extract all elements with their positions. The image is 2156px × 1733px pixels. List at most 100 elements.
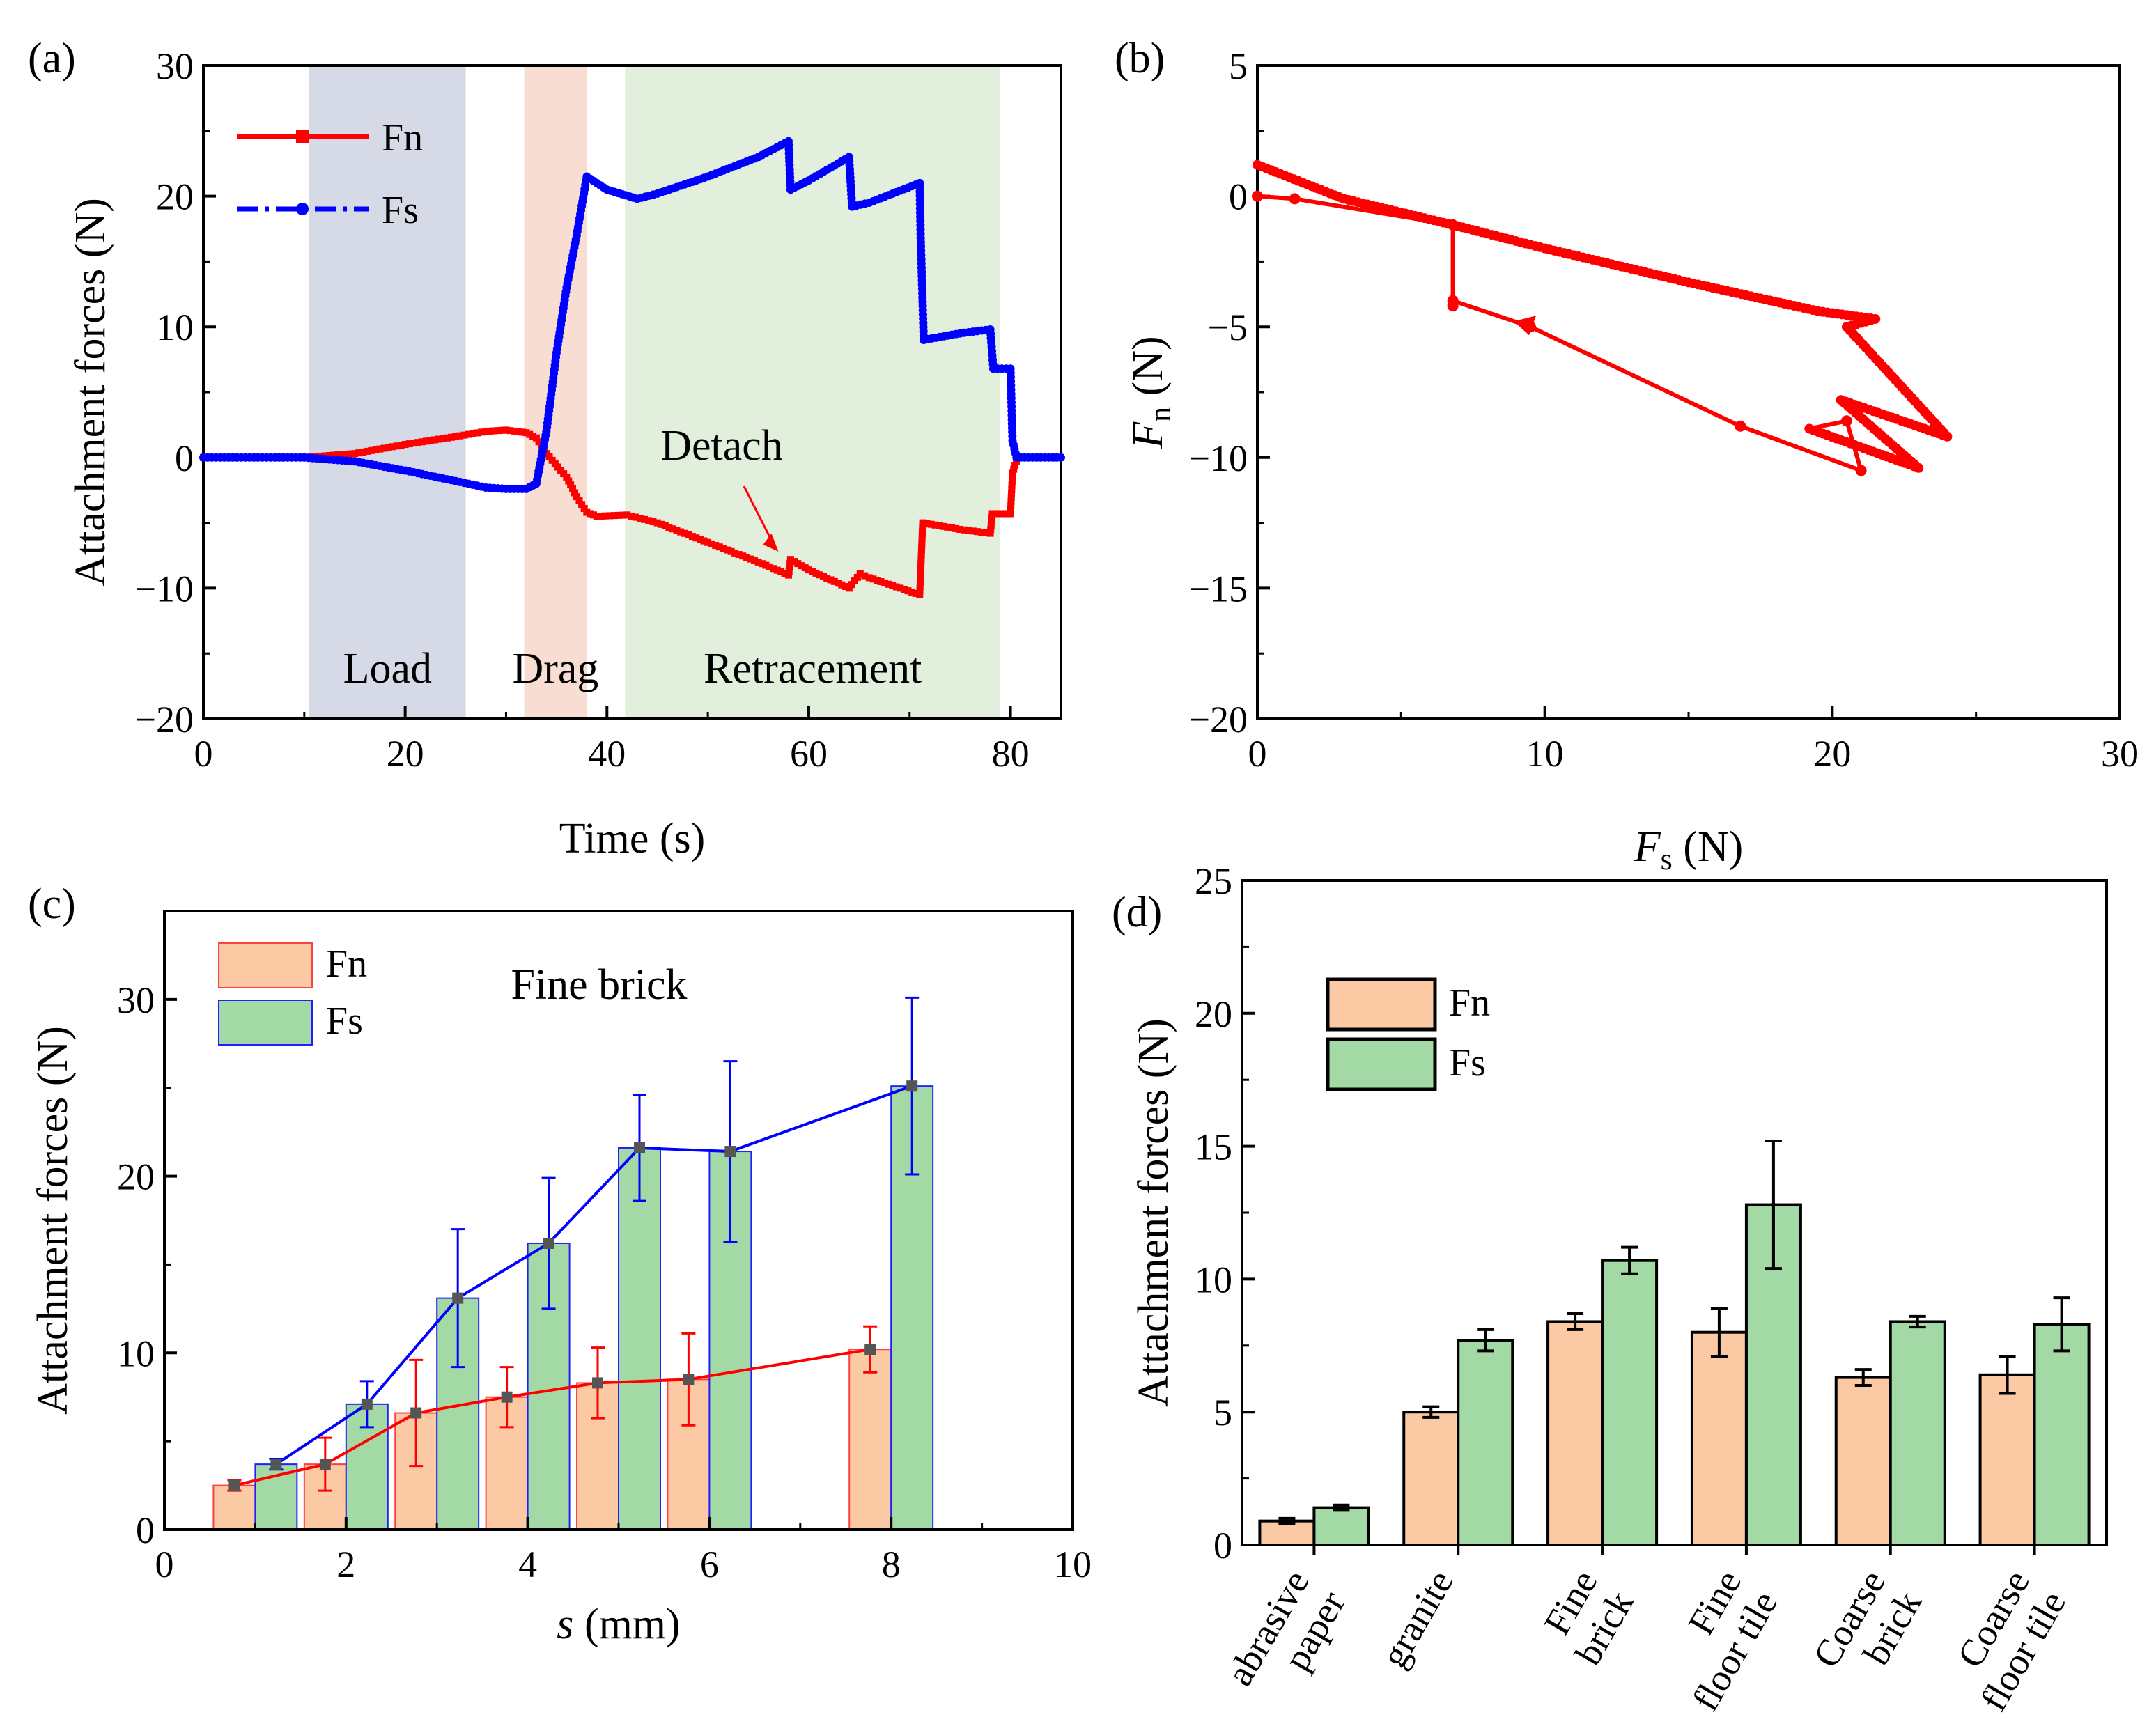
data-point-fn <box>917 568 924 575</box>
data-point-fn <box>791 558 798 566</box>
data-point-fn <box>649 518 657 525</box>
data-point-fn <box>1008 481 1016 489</box>
data-point-fn <box>380 444 388 452</box>
data-point-fn <box>456 432 464 440</box>
data-point-fn <box>339 451 346 458</box>
data-point-fn <box>853 573 861 581</box>
data-point-fn <box>490 427 498 435</box>
data-point-fn <box>469 430 476 437</box>
bar-fs <box>1601 1259 1659 1546</box>
direction-arrow <box>1514 316 1537 336</box>
data-point-fn <box>465 430 472 438</box>
data-point <box>1447 295 1459 306</box>
data-point-fn <box>368 446 375 454</box>
data-point-fn <box>443 434 451 442</box>
data-point <box>1289 193 1301 205</box>
b-x-tick-label: 10 <box>1526 733 1564 775</box>
data-point-fn <box>580 504 588 512</box>
data-point-fn <box>688 533 696 541</box>
panel-letter-a: (a) <box>28 35 76 82</box>
c-y-tick-label: 30 <box>117 979 155 1021</box>
d-y-axis-title: Attachment forces (N) <box>1130 1018 1177 1407</box>
annotation-arrow <box>743 485 774 544</box>
data-point-fn <box>385 444 392 451</box>
data-point-fn <box>632 513 639 521</box>
data-point-fn <box>918 539 926 547</box>
data-point-fn <box>685 531 692 538</box>
data-point-fn <box>988 510 996 518</box>
b-x-tick-label: 30 <box>2101 733 2139 775</box>
data-point-fn <box>720 545 727 552</box>
data-point-fn <box>805 566 812 574</box>
data-point-fn <box>848 581 855 589</box>
data-point-fn <box>743 554 750 561</box>
data-point-fn <box>900 586 908 593</box>
bar-fs <box>254 1463 298 1531</box>
data-point-fn <box>919 527 926 535</box>
data-point-fn <box>766 563 773 570</box>
data-point-fn <box>486 427 494 435</box>
bar-fn <box>212 1484 256 1531</box>
phase-region-retracement <box>625 65 1001 719</box>
b-y-tick-label: −20 <box>1189 699 1248 740</box>
data-point-fn <box>1007 498 1015 506</box>
data-point-fn <box>704 538 712 546</box>
chart-b: 0 10 20 30 −20 −15 −10 −5 0 5 Fs (N) Fn (N) <box>1124 45 2139 876</box>
data-point-fn <box>502 426 510 434</box>
data-point-fn <box>636 515 644 522</box>
panel-letter-d: (d) <box>1112 889 1162 936</box>
data-point-fn <box>418 438 426 446</box>
data-point-fn <box>835 580 842 587</box>
data-point-fn <box>439 435 447 442</box>
data-point-fn <box>998 510 1005 518</box>
mean-marker-fn <box>683 1374 695 1385</box>
data-point-fn <box>1008 490 1016 497</box>
data-point-fn <box>982 529 990 536</box>
data-point-fn <box>645 517 653 524</box>
data-point-fn <box>410 440 417 447</box>
data-point-fn <box>923 520 931 527</box>
data-point-fn <box>431 436 438 444</box>
data-point-fn <box>1011 462 1019 469</box>
legend-marker-fs <box>296 203 309 215</box>
data-point-fn <box>422 437 430 445</box>
data-point-fn <box>673 527 681 534</box>
data-point-fn <box>770 565 777 573</box>
data-point-fn <box>653 519 661 527</box>
data-point-fn <box>606 512 614 520</box>
data-point-fn <box>988 518 995 525</box>
data-point-fn <box>619 511 627 519</box>
data-point-fn <box>372 446 380 453</box>
data-point-fn <box>669 525 676 533</box>
data-point-fn <box>842 583 849 591</box>
data-point-fn <box>861 572 869 580</box>
data-point-fn <box>677 528 685 536</box>
data-point-fn <box>478 428 486 436</box>
data-point-fn <box>798 562 805 570</box>
a-y-tick-label: 30 <box>156 45 194 87</box>
data-point-fn <box>514 428 522 435</box>
legend-swatch-fn <box>1326 977 1437 1032</box>
data-point-fn <box>917 547 925 555</box>
data-point <box>1855 465 1867 476</box>
data-point-fn <box>918 543 926 551</box>
c-x-tick-label: 8 <box>882 1544 901 1585</box>
data-point-fn <box>623 511 631 519</box>
mean-marker-fn <box>592 1377 604 1389</box>
mean-marker-fs <box>633 1142 645 1153</box>
data-point-fn <box>747 555 754 563</box>
data-point-fn <box>731 549 739 557</box>
data-point-fn <box>1008 477 1016 485</box>
chart-c: 0 2 4 6 8 10 0 10 20 30 s (mm) Attachment forces (N… <box>29 910 1092 1648</box>
data-point-fn <box>334 451 342 459</box>
legend-label-fn: Fn <box>1449 981 1490 1025</box>
c-x-tick-label: 6 <box>700 1544 719 1585</box>
phase-region-load <box>309 65 466 719</box>
legend-label-fs: Fs <box>326 1000 363 1043</box>
data-point-fn <box>498 426 506 434</box>
data-point-fn <box>1007 506 1014 513</box>
data-point-fn <box>856 570 864 577</box>
data-point-fn <box>641 515 649 523</box>
data-point-fn <box>916 583 924 591</box>
